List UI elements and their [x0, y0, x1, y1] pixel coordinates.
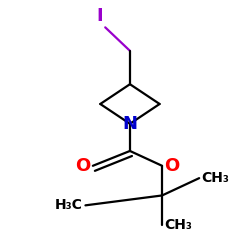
Text: CH₃: CH₃ — [164, 218, 192, 232]
Text: N: N — [122, 115, 138, 133]
Text: H₃C: H₃C — [55, 198, 83, 212]
Text: CH₃: CH₃ — [202, 171, 230, 185]
Text: O: O — [75, 157, 90, 175]
Text: O: O — [164, 157, 180, 175]
Text: I: I — [96, 7, 103, 25]
